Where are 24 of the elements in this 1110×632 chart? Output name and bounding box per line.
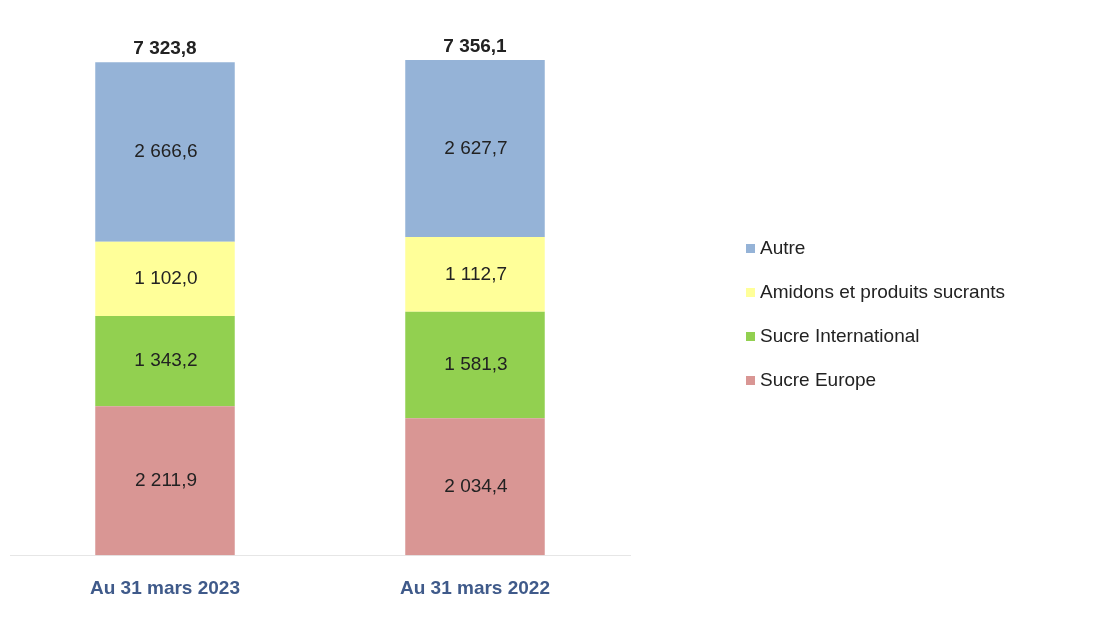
x-tick-label: Au 31 mars 2022 [400,576,550,598]
bar [95,62,235,242]
data-label: 1 581,3 [444,353,508,375]
bar [95,406,235,556]
bar [405,236,545,312]
legend-label: Amidons et produits sucrants [760,281,1006,303]
data-label: 2 666,6 [134,140,198,162]
legend-label: Sucre International [760,325,920,347]
bar [405,60,545,237]
data-label: 2 034,4 [444,474,509,496]
data-label: 1 112,7 [445,262,507,284]
data-label: 2 211,9 [135,468,197,490]
bar [405,418,545,556]
x-tick-label: Au 31 mars 2023 [90,576,240,598]
bar [95,315,235,407]
bar [405,311,545,419]
legend-label: Autre [760,237,806,259]
total-label: 7 356,1 [443,34,508,56]
legend-label: Sucre Europe [760,369,877,391]
data-label: 1 102,0 [134,267,198,289]
total-label: 7 323,8 [133,36,197,58]
data-label: 2 627,7 [444,136,508,158]
data-label: 1 343,2 [134,349,198,371]
bar [95,241,235,316]
